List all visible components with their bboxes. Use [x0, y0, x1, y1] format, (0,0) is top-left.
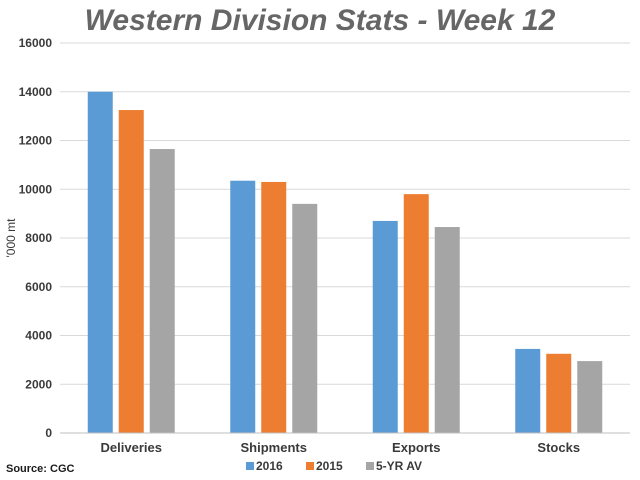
- gridlines: [60, 42, 630, 385]
- bar-shipments-2016: [230, 180, 256, 433]
- bar-exports-5-yr-av: [434, 227, 460, 433]
- x-category-label: Stocks: [537, 440, 580, 455]
- y-tick-label: 8000: [25, 231, 52, 245]
- y-tick-label: 6000: [25, 280, 52, 294]
- legend-label: 2015: [316, 459, 343, 473]
- legend-swatch: [366, 462, 374, 470]
- bar-stocks-2016: [515, 348, 541, 433]
- legend-label: 5-YR AV: [376, 459, 422, 473]
- y-tick-label: 10000: [19, 182, 53, 196]
- source-note: Source: CGC: [6, 463, 75, 475]
- y-tick-label: 16000: [19, 36, 53, 50]
- legend-label: 2016: [256, 459, 283, 473]
- bar-deliveries-2015: [118, 110, 144, 433]
- bar-deliveries-5-yr-av: [149, 149, 175, 433]
- legend-swatch: [246, 462, 254, 470]
- x-category-label: Exports: [392, 440, 440, 455]
- x-category-label: Deliveries: [101, 440, 162, 455]
- bar-stocks-2015: [546, 353, 572, 433]
- bar-exports-2016: [372, 220, 398, 433]
- bar-stocks-5-yr-av: [577, 361, 603, 433]
- bar-deliveries-2016: [87, 91, 113, 433]
- chart-title: Western Division Stats - Week 12: [85, 4, 556, 37]
- bar-shipments-2015: [261, 181, 287, 433]
- y-tick-label: 0: [45, 426, 52, 440]
- y-tick-label: 14000: [19, 85, 53, 99]
- legend-swatch: [306, 462, 314, 470]
- y-tick-label: 2000: [25, 377, 52, 391]
- bar-exports-2015: [403, 194, 429, 433]
- bars: [87, 91, 603, 433]
- x-axis-categories: Deliveries Shipments Exports Stocks: [101, 440, 581, 455]
- y-tick-label: 12000: [19, 134, 53, 148]
- y-axis-ticks: 0 2000 4000 6000 8000 10000 12000 14000 16000: [19, 36, 53, 440]
- x-category-label: Shipments: [241, 440, 307, 455]
- legend: 2016 2015 5-YR AV: [246, 459, 422, 473]
- y-tick-label: 4000: [25, 329, 52, 343]
- y-axis-label: '000 mt: [4, 218, 18, 258]
- bar-shipments-5-yr-av: [292, 203, 318, 433]
